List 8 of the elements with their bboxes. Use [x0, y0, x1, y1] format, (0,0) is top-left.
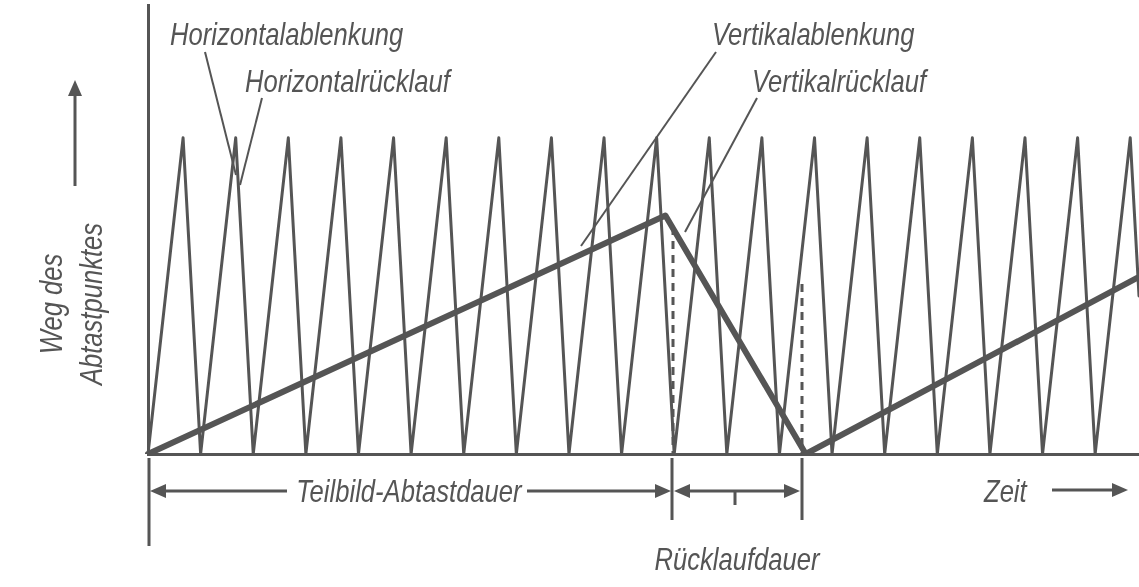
text: Teilbild-Abtastdauer — [296, 473, 523, 509]
text: Vertikalrücklauf — [752, 63, 929, 99]
text: Horizontalablenkung — [170, 16, 404, 52]
x-axis-title: Zeit — [983, 473, 1029, 509]
text: Vertikalablenkung — [712, 16, 915, 52]
text: Rücklaufdauer — [654, 541, 821, 577]
text: Horizontalrücklauf — [245, 63, 453, 99]
y-axis-title: Weg des Abtastpunktes — [33, 222, 109, 387]
